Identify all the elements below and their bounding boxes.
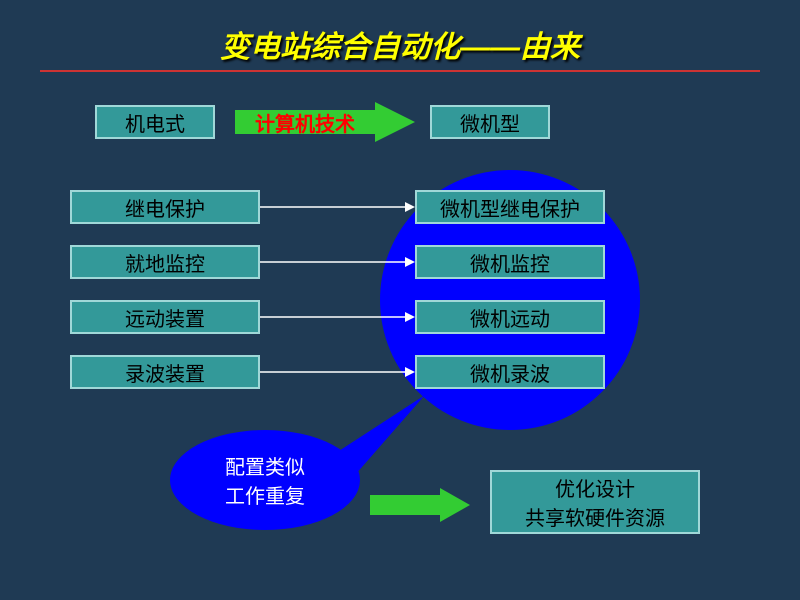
box-result: 优化设计 共享软硬件资源: [490, 470, 700, 534]
